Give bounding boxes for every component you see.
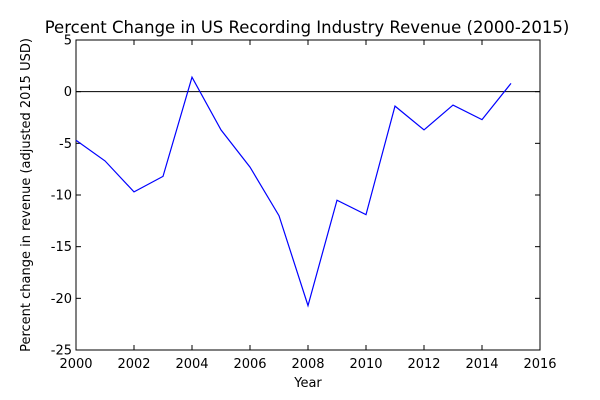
- x-tick-label: 2014: [465, 357, 498, 372]
- y-axis-tick-labels: 5 0 -5 -10 -15 -20 -25: [51, 34, 72, 359]
- y-tick-label: -15: [51, 240, 72, 255]
- x-axis-title: Year: [293, 376, 322, 391]
- x-tick-label: 2010: [349, 357, 382, 372]
- y-axis-ticks: [76, 39, 540, 351]
- x-axis-tick-labels: 2000 2002 2004 2006 2008 2010 2012 2014 2016: [59, 357, 556, 372]
- y-tick-label: -20: [51, 292, 72, 307]
- x-axis-ticks: [75, 40, 541, 350]
- series-line: [75, 75, 512, 308]
- x-tick-label: 2006: [233, 357, 266, 372]
- y-tick-label: 0: [64, 85, 72, 100]
- y-tick-label: -25: [51, 344, 72, 359]
- x-tick-label: 2008: [291, 357, 324, 372]
- x-tick-label: 2016: [523, 357, 556, 372]
- x-tick-label: 2004: [175, 357, 208, 372]
- y-tick-label: -10: [51, 189, 72, 204]
- x-tick-label: 2000: [59, 357, 92, 372]
- y-axis-title: Percent change in revenue (adjusted 2015…: [19, 38, 34, 352]
- x-tick-label: 2002: [117, 357, 150, 372]
- x-tick-label: 2012: [407, 357, 440, 372]
- y-tick-label: -5: [59, 137, 72, 152]
- chart-title: Percent Change in US Recording Industry …: [45, 18, 570, 37]
- y-tick-label: 5: [64, 34, 72, 49]
